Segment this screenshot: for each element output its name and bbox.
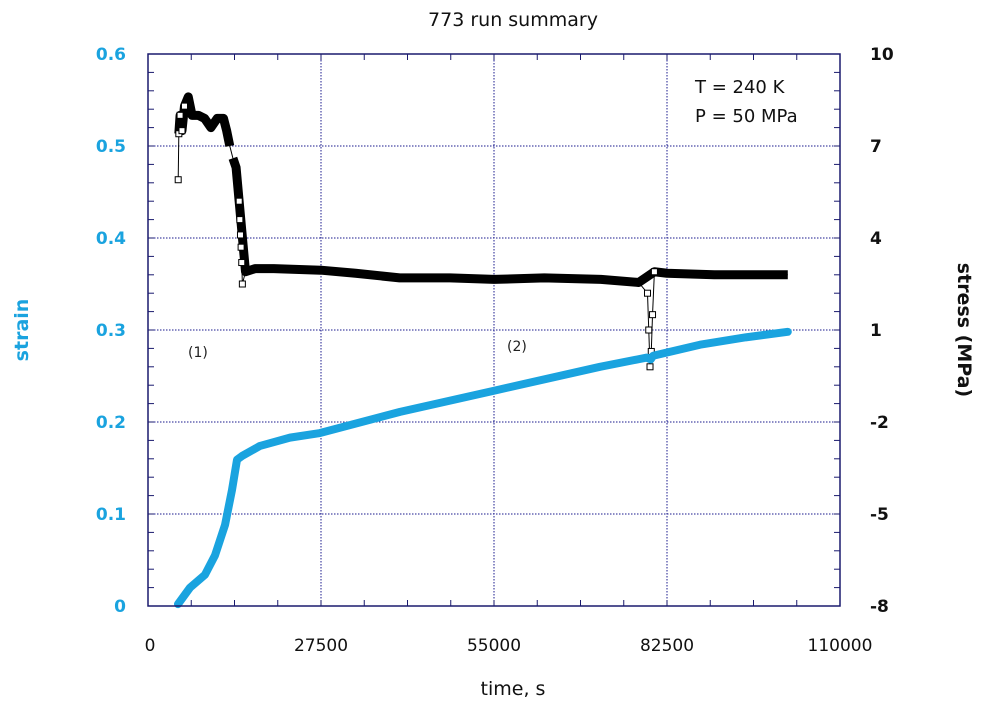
stress-point [645, 326, 653, 334]
x-tick-label: 27500 [294, 636, 348, 656]
stress-thin-line [177, 95, 788, 367]
stress-point [238, 280, 246, 288]
stress-point [650, 268, 658, 276]
strain-point [696, 341, 704, 349]
stress-point [649, 311, 657, 319]
left-tick-label: 0.5 [96, 137, 126, 157]
strain-series [174, 327, 792, 609]
right-tick-label: 10 [870, 45, 894, 65]
strain-point [238, 452, 246, 460]
stress-point [178, 127, 186, 135]
stress-point [174, 176, 182, 184]
region-label-1: (1) [188, 345, 208, 361]
stress-point [176, 111, 184, 119]
strain-point [396, 408, 404, 416]
strain-point [186, 584, 194, 592]
stress-point [180, 102, 188, 110]
left-axis-ticks: 0 0.1 0.2 0.3 0.4 0.5 0.6 [96, 45, 126, 617]
strain-point [221, 521, 229, 529]
strain-point [286, 434, 294, 442]
strain-point [233, 456, 241, 464]
x-tick-label: 82500 [640, 636, 694, 656]
right-tick-label: -5 [870, 505, 889, 525]
strain-point [201, 571, 209, 579]
x-tick-label: 55000 [467, 636, 521, 656]
strain-point [316, 429, 324, 437]
stress-point [236, 231, 244, 239]
right-axis-ticks: -8 -5 -2 1 4 7 10 [870, 45, 894, 617]
grid [148, 54, 840, 606]
stress-point [235, 197, 243, 205]
right-tick-label: 1 [870, 321, 882, 341]
stress-thick-line [228, 156, 788, 287]
right-tick-label: -8 [870, 597, 889, 617]
strain-point [211, 551, 219, 559]
left-tick-label: 0.2 [96, 413, 126, 433]
left-tick-label: 0.6 [96, 45, 126, 65]
right-tick-label: 7 [870, 137, 882, 157]
temperature-annotation: T = 240 K [694, 77, 786, 98]
strain-point [649, 352, 657, 360]
right-tick-label: 4 [870, 229, 882, 249]
left-tick-label: 0.4 [96, 229, 126, 249]
strain-point [784, 328, 792, 336]
stress-series [174, 92, 788, 371]
strain-point [228, 486, 236, 494]
region-label-2: (2) [507, 339, 527, 355]
pressure-annotation: P = 50 MPa [695, 106, 798, 127]
left-axis-label: strain [11, 299, 33, 362]
left-tick-label: 0 [114, 597, 126, 617]
left-tick-label: 0.1 [96, 505, 126, 525]
strain-point [596, 363, 604, 371]
strain-point [742, 333, 750, 341]
x-axis-label: time, s [481, 678, 546, 700]
strain-line [174, 327, 792, 609]
left-tick-label: 0.3 [96, 321, 126, 341]
stress-point [643, 289, 651, 297]
stress-point [236, 216, 244, 224]
right-axis-label: stress (MPa) [953, 263, 975, 397]
right-tick-label: -2 [870, 413, 889, 433]
x-tick-label: 0 [145, 636, 156, 656]
chart-title: 773 run summary [428, 9, 598, 31]
stress-point [237, 243, 245, 251]
strain-point [490, 387, 498, 395]
stress-point [238, 259, 246, 267]
minor-ticks [148, 54, 840, 606]
x-tick-label: 110000 [808, 636, 873, 656]
strain-point [256, 442, 264, 450]
x-axis-ticks: 0 27500 55000 82500 110000 [145, 636, 873, 656]
stress-point [646, 363, 654, 371]
